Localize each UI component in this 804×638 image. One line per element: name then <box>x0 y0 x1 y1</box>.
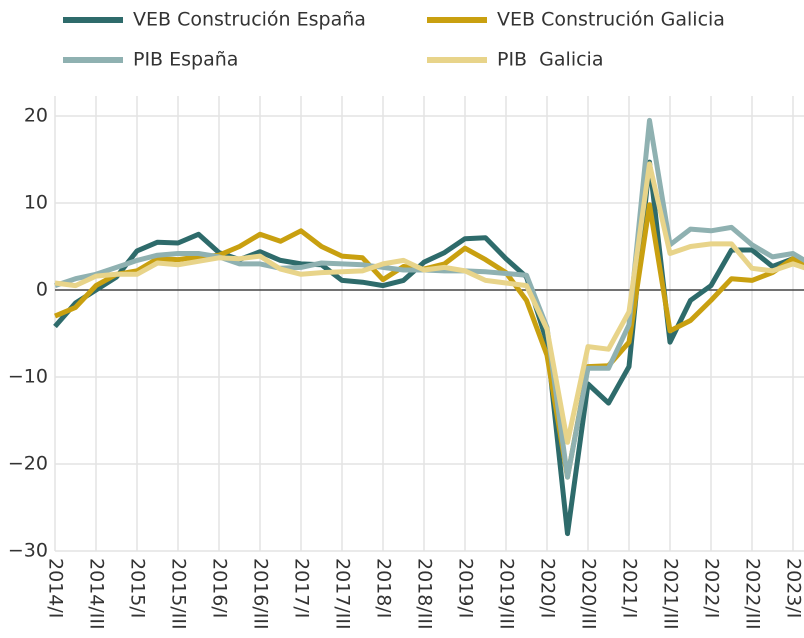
x-tick-label: 2016/I <box>209 558 231 618</box>
x-tick-label: 2022/I <box>701 558 723 618</box>
x-tick-label: 2022/III <box>742 558 764 630</box>
x-tick-label: 2017/I <box>291 558 313 618</box>
x-tick-label: 2017/III <box>332 558 354 630</box>
series-line <box>53 159 804 537</box>
y-tick-label: −20 <box>8 453 48 475</box>
x-tick-label: 2015/I <box>127 558 149 618</box>
legend-label: PIB Galicia <box>497 49 603 71</box>
x-tick-label: 2014/III <box>86 558 108 630</box>
x-tick-label: 2015/III <box>168 558 190 630</box>
x-tick-label: 2023/I <box>783 558 804 618</box>
x-tick-label: 2016/III <box>250 558 272 630</box>
legend-label: PIB España <box>133 49 238 71</box>
legend-label: VEB Construción Galicia <box>497 9 725 31</box>
x-tick-label: 2020/I <box>537 558 559 618</box>
plot <box>53 117 804 537</box>
x-tick-label: 2014/I <box>45 558 67 618</box>
y-tick-label: 0 <box>36 279 48 301</box>
x-tick-label: 2021/I <box>619 558 641 618</box>
x-tick-label: 2019/I <box>455 558 477 618</box>
y-tick-label: 10 <box>24 192 48 214</box>
x-tick-label: 2018/III <box>414 558 436 630</box>
x-tick-label: 2019/III <box>496 558 518 630</box>
y-tick-label: −10 <box>8 366 48 388</box>
x-tick-label: 2020/III <box>578 558 600 630</box>
y-tick-label: −30 <box>8 540 48 562</box>
legend-label: VEB Construción España <box>133 9 366 31</box>
y-tick-label: 20 <box>24 105 48 127</box>
x-tick-label: 2018/I <box>373 558 395 618</box>
x-tick-label: 2021/III <box>660 558 682 630</box>
series-line <box>54 161 804 445</box>
